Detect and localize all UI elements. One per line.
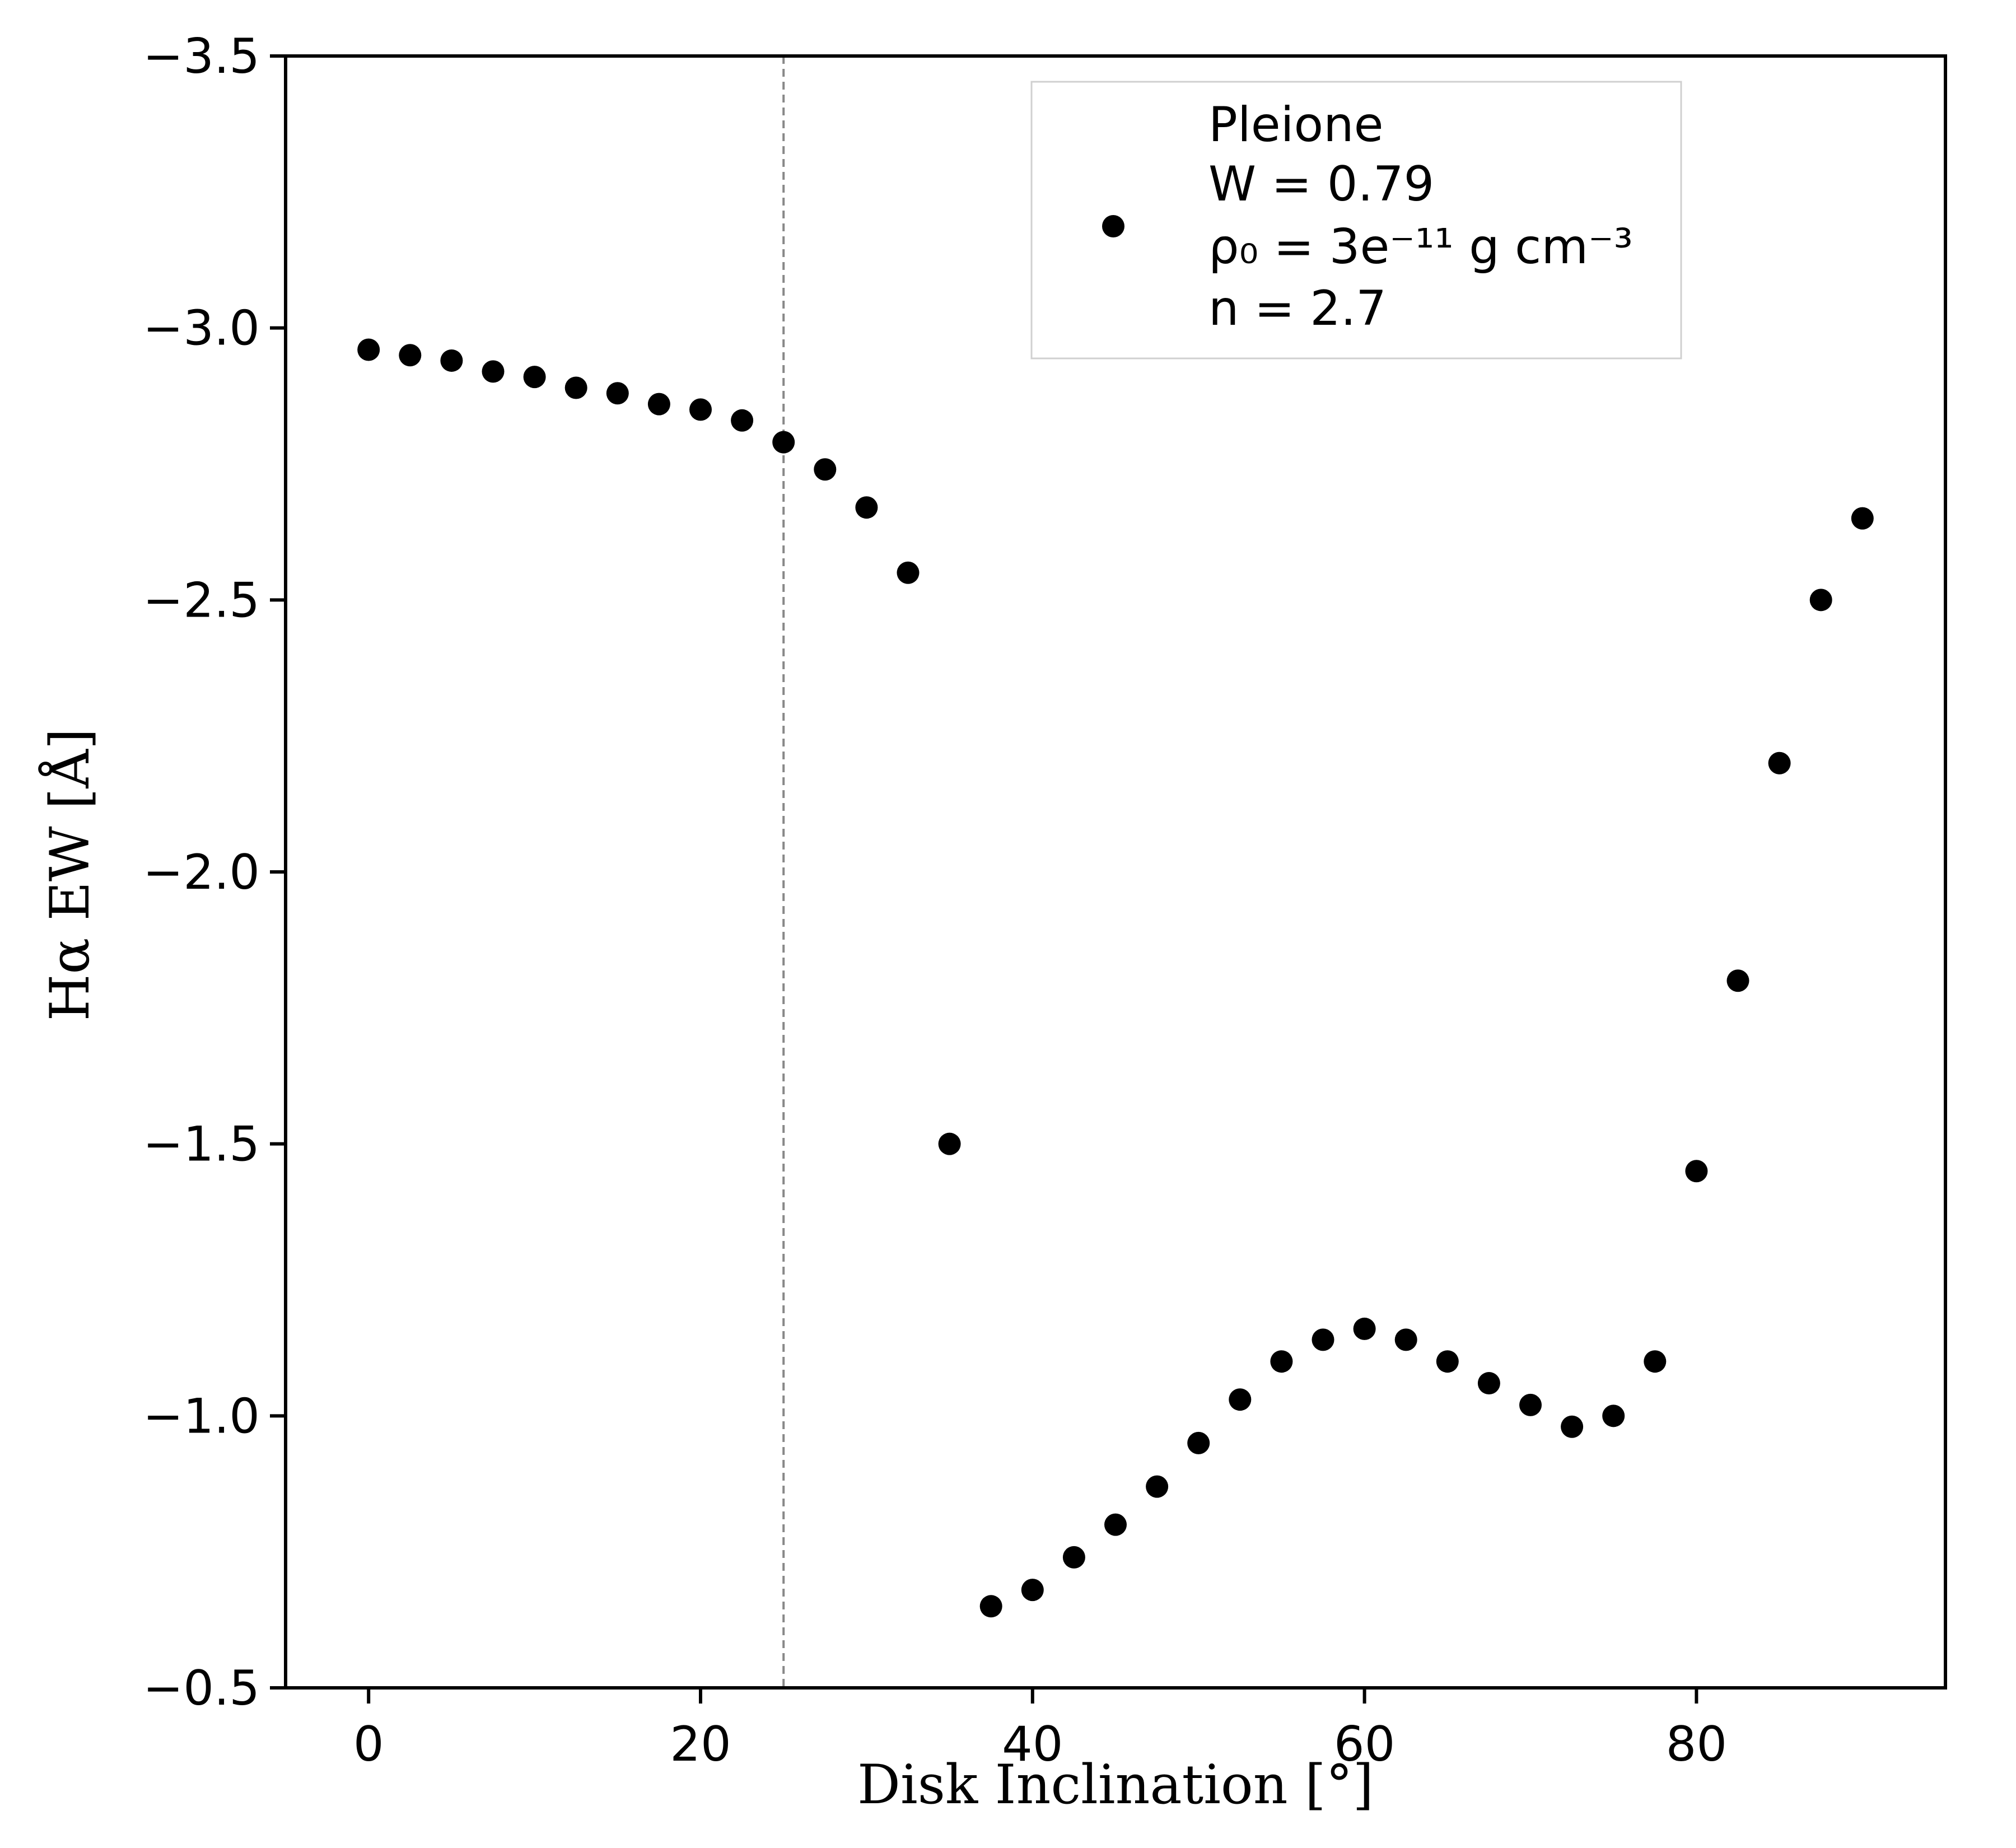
legend-line-4: n = 2.7 [1208,281,1387,337]
legend-box [1030,81,1682,360]
data-point [938,1132,961,1155]
x-axis-label: Disk Inclination [°] [857,1753,1374,1816]
y-tick-label: −1.5 [143,1117,260,1173]
data-point [523,366,546,389]
y-tick-label: −3.0 [143,301,260,357]
data-point [482,360,505,383]
data-point [689,398,712,421]
y-axis-label: Hα EW [Å] [39,729,101,1021]
data-points-layer [357,338,1874,1618]
data-point [1726,969,1749,992]
data-point [1436,1350,1459,1373]
legend: Pleione W = 0.79 ρ₀ = 3e⁻¹¹ g cm⁻³ n = 2… [1030,81,1682,360]
data-point [1477,1372,1500,1395]
axis-ticks-layer: 0 20 40 60 80 −3.5 −3.0 −2.5 −2.0 −1.5 −1.0 −0.5 [143,29,1727,1772]
data-point [1768,752,1791,774]
data-point [606,382,629,405]
data-point [647,393,670,416]
data-point [1353,1317,1376,1340]
x-tick-label: 0 [353,1716,384,1772]
data-point [564,376,587,399]
data-point [357,338,380,361]
x-tick-label: 60 [1334,1716,1395,1772]
y-tick-label: −0.5 [143,1660,260,1716]
legend-line-2: W = 0.79 [1208,156,1434,212]
y-tick-label: −3.5 [143,29,260,85]
x-tick-label: 40 [1002,1716,1063,1772]
data-point [979,1595,1002,1618]
data-point [1602,1404,1625,1427]
legend-line-1: Pleione [1208,97,1384,153]
data-point [1146,1475,1169,1498]
data-point [1644,1350,1667,1373]
data-point [1519,1393,1542,1416]
data-point [440,349,463,372]
data-point [1021,1579,1044,1602]
data-point [1685,1160,1708,1183]
data-point [855,496,878,519]
legend-marker [1102,215,1124,237]
data-point [814,458,837,481]
data-point [731,409,754,432]
y-tick-label: −2.5 [143,572,260,628]
data-point [1187,1431,1210,1454]
y-tick-label: −2.0 [143,844,260,900]
y-tick-label: −1.0 [143,1388,260,1444]
x-tick-label: 20 [670,1716,731,1772]
data-point [1312,1328,1334,1351]
legend-line-3: ρ₀ = 3e⁻¹¹ g cm⁻³ [1208,219,1633,275]
data-point [1062,1546,1085,1569]
data-point [1561,1415,1584,1438]
data-point [772,431,795,454]
data-point [1394,1328,1417,1351]
data-point [1229,1388,1252,1411]
data-point [1270,1350,1293,1373]
data-point [1809,589,1832,612]
data-point [399,344,422,367]
data-point [1851,507,1874,530]
data-point [897,561,920,584]
data-point [1104,1513,1127,1536]
x-tick-label: 80 [1666,1716,1727,1772]
